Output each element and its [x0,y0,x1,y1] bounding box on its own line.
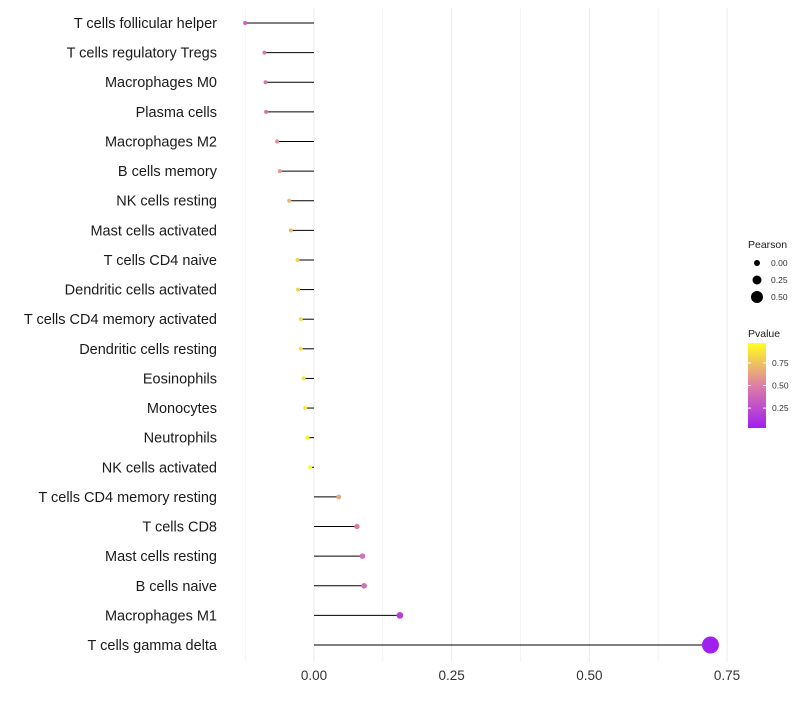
category-label-neutrophils: Neutrophils [144,431,217,447]
point-t-cells-cd8 [354,523,360,530]
category-label-t-cells-cd8: T cells CD8 [142,520,217,536]
category-label-plasma-cells: Plasma cells [136,105,217,121]
category-labels: T cells follicular helper T cells regulat… [24,16,218,654]
point-macrophages-m2 [275,139,280,144]
category-label-t-cells-cd4-naive: T cells CD4 naive [104,253,217,269]
points [243,21,719,654]
pearson-legend-key-0-00 [754,260,760,266]
pearson-legend-label-0-25: 0.25 [771,275,788,285]
category-label-nk-cells-activated: NK cells activated [102,460,217,476]
stems [245,22,711,646]
category-label-t-cells-gamma-delta: T cells gamma delta [88,638,218,654]
category-label-monocytes: Monocytes [147,401,217,417]
point-t-cells-gamma-delta [702,636,719,654]
point-t-cells-cd4-naive [295,257,300,262]
pvalue-colorbar [748,343,766,428]
point-t-cells-cd4-memory-resting [336,494,342,500]
point-b-cells-naive [361,582,367,589]
point-t-cells-follicular-helper [243,21,248,25]
category-label-dendritic-cells-activated: Dendritic cells activated [65,283,217,299]
category-label-b-cells-memory: B cells memory [118,164,218,180]
pearson-legend-key-0-50 [751,291,763,303]
point-monocytes [303,406,308,411]
x-tick-label-0-75: 0.75 [714,668,740,683]
pearson-legend-label-0-00: 0.00 [771,258,788,268]
point-dendritic-cells-activated [296,287,301,292]
pearson-size-legend: Pearson 0.00 0.25 0.50 [748,239,788,303]
category-label-b-cells-naive: B cells naive [136,579,217,595]
point-plasma-cells [264,109,269,114]
category-label-macrophages-m0: Macrophages M0 [105,75,217,91]
point-neutrophils [305,435,310,440]
point-macrophages-m1 [396,611,404,619]
point-t-cells-cd4-memory-activated [298,317,303,322]
category-label-t-cells-cd4-memory-activated: T cells CD4 memory activated [24,312,217,328]
category-label-t-cells-regulatory-tregs: T cells regulatory Tregs [67,46,217,62]
category-label-t-cells-cd4-memory-resting: T cells CD4 memory resting [38,490,217,506]
pvalue-legend-label-0-75: 0.75 [772,358,789,368]
point-mast-cells-activated [288,228,293,233]
category-label-eosinophils: Eosinophils [143,371,217,387]
category-label-nk-cells-resting: NK cells resting [116,194,217,210]
point-mast-cells-resting [359,553,366,559]
category-label-dendritic-cells-resting: Dendritic cells resting [79,342,217,358]
x-tick-label-0-00: 0.00 [301,668,327,683]
pvalue-legend-label-0-25: 0.25 [772,403,789,413]
pvalue-color-legend: Pvalue 0.75 0.50 0.25 [748,328,789,428]
point-macrophages-m0 [263,80,268,85]
pearson-legend-title: Pearson [748,239,787,251]
point-nk-cells-resting [287,198,292,203]
pvalue-legend-title: Pvalue [748,328,780,340]
category-label-macrophages-m1: Macrophages M1 [105,608,217,624]
x-tick-label-0-25: 0.25 [439,668,465,683]
pearson-legend-label-0-50: 0.50 [771,292,788,302]
point-nk-cells-activated [308,465,313,470]
x-tick-label-0-50: 0.50 [576,668,602,683]
category-label-macrophages-m2: Macrophages M2 [105,134,217,150]
x-axis-tick-labels: 0.00 0.25 0.50 0.75 [301,668,740,683]
pvalue-legend-label-0-50: 0.50 [772,381,789,391]
point-eosinophils [301,376,306,381]
point-b-cells-memory [277,169,282,174]
point-t-cells-regulatory-tregs [262,50,267,55]
pearson-legend-key-0-25 [752,275,762,285]
point-dendritic-cells-resting [298,346,303,351]
category-label-mast-cells-activated: Mast cells activated [90,223,217,239]
category-label-t-cells-follicular-helper: T cells follicular helper [74,16,217,32]
category-label-mast-cells-resting: Mast cells resting [105,549,217,565]
gridlines [244,8,728,662]
